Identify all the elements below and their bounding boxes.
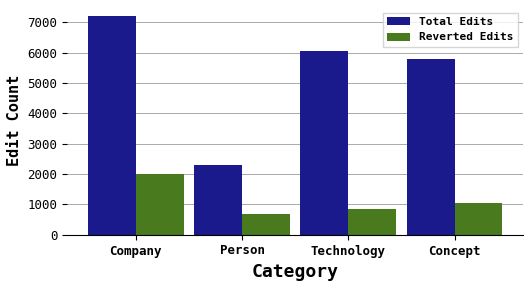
Bar [136, 174, 183, 235]
Bar [348, 209, 396, 235]
Bar [242, 213, 290, 235]
Y-axis label: Edit Count: Edit Count [7, 75, 22, 166]
Bar [407, 58, 455, 235]
Bar [194, 165, 242, 235]
X-axis label: Category: Category [252, 263, 339, 281]
Bar [455, 203, 502, 235]
Bar [301, 51, 348, 235]
Bar [88, 16, 136, 235]
Legend: Total Edits, Reverted Edits: Total Edits, Reverted Edits [383, 12, 517, 47]
